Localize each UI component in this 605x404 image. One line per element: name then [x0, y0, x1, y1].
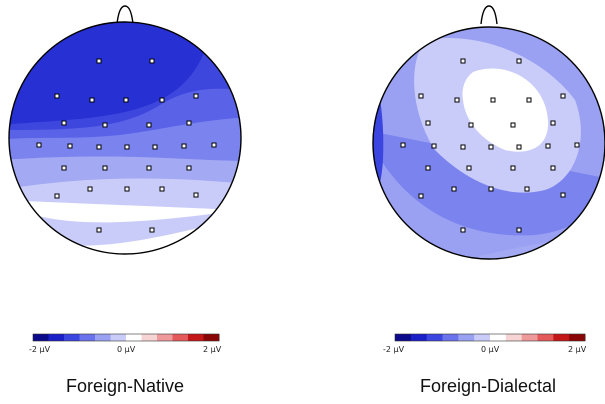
colorbar-segment: [442, 334, 459, 341]
scale-mid-label: 0 μV: [481, 345, 500, 354]
colorbar-segment: [521, 334, 538, 341]
colorbar-segment: [48, 334, 65, 341]
colorbar-segment: [569, 334, 586, 341]
colorbar-segment: [203, 334, 220, 341]
colorbar-segment: [141, 334, 158, 341]
colorbar-segment: [490, 334, 507, 341]
topomap-panel-foreign-dialectal: -2 μV 0 μV 2 μV Foreign-Dialectal: [305, 0, 605, 404]
colorbar-segment: [474, 334, 491, 341]
colorbar-segment: [110, 334, 127, 341]
colorbar-border: [394, 333, 586, 342]
colorbar-segment: [79, 334, 96, 341]
scale-min-label: -2 μV: [29, 345, 51, 354]
topomap-foreign-native: [8, 5, 242, 342]
electrode-grid: [36, 58, 217, 233]
map-title: Foreign-Native: [65, 376, 185, 396]
colorbar: [32, 333, 220, 342]
scale-max-label: 2 μV: [203, 345, 222, 354]
colorbar-segment: [172, 334, 189, 341]
colorbar: [394, 333, 586, 342]
electrode-grid: [400, 58, 580, 233]
colorbar-segment: [458, 334, 475, 341]
colorbar-segment: [426, 334, 443, 341]
scale-mid-label: 0 μV: [117, 345, 136, 354]
scale-min-label: -2 μV: [383, 345, 405, 354]
scale-max-label: 2 μV: [568, 345, 587, 354]
colorbar-segment: [188, 334, 204, 341]
colorbar-segment: [157, 334, 173, 341]
colorbar-segment: [537, 334, 554, 341]
colorbar-segment: [410, 334, 428, 341]
colorbar-segment: [553, 334, 570, 341]
colorbar-segment: [64, 334, 80, 341]
colorbar-border: [32, 333, 220, 342]
colorbar-segment: [126, 334, 142, 341]
nose-marker: [116, 5, 134, 25]
head-outline: [8, 21, 242, 255]
colorbar-segment: [505, 334, 523, 341]
topomap-panel-foreign-native: -2 μV 0 μV 2 μV Foreign-Native: [0, 0, 300, 404]
colorbar-segment: [33, 334, 49, 341]
colorbar-segment: [395, 334, 412, 341]
colorbar-segment: [95, 334, 111, 341]
nose-marker: [480, 5, 498, 25]
map-title: Foreign-Dialectal: [419, 376, 557, 396]
head-outline: [372, 26, 605, 260]
topomap-foreign-dialectal: [372, 5, 605, 342]
